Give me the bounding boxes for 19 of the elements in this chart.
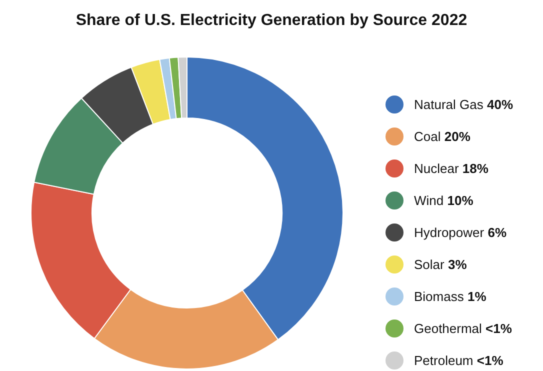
data-label: 3% [446, 256, 467, 272]
data-label: 10% [446, 192, 474, 208]
chart-title: Share of U.S. Electricity Generation by Source 2022 [74, 12, 468, 30]
legend-label: Geothermal [414, 320, 482, 336]
legend-label: Coal [414, 128, 441, 144]
legend-label: Solar [414, 256, 444, 272]
data-label: 40% [486, 96, 514, 112]
data-label: 1% [466, 288, 486, 304]
data-label: 6% [486, 224, 507, 240]
legend-label: Wind [414, 192, 444, 208]
data-label: 20% [443, 128, 470, 144]
data-label: 18% [461, 160, 488, 176]
legend-label: Biomass [414, 288, 464, 304]
legend-label: Petroleum [414, 352, 474, 368]
data-label: <1% [476, 352, 504, 368]
legend-label: Natural Gas [414, 96, 484, 112]
legend-label: Hydropower [414, 224, 484, 240]
data-label: <1% [484, 320, 512, 336]
legend-label: Nuclear [414, 160, 459, 176]
